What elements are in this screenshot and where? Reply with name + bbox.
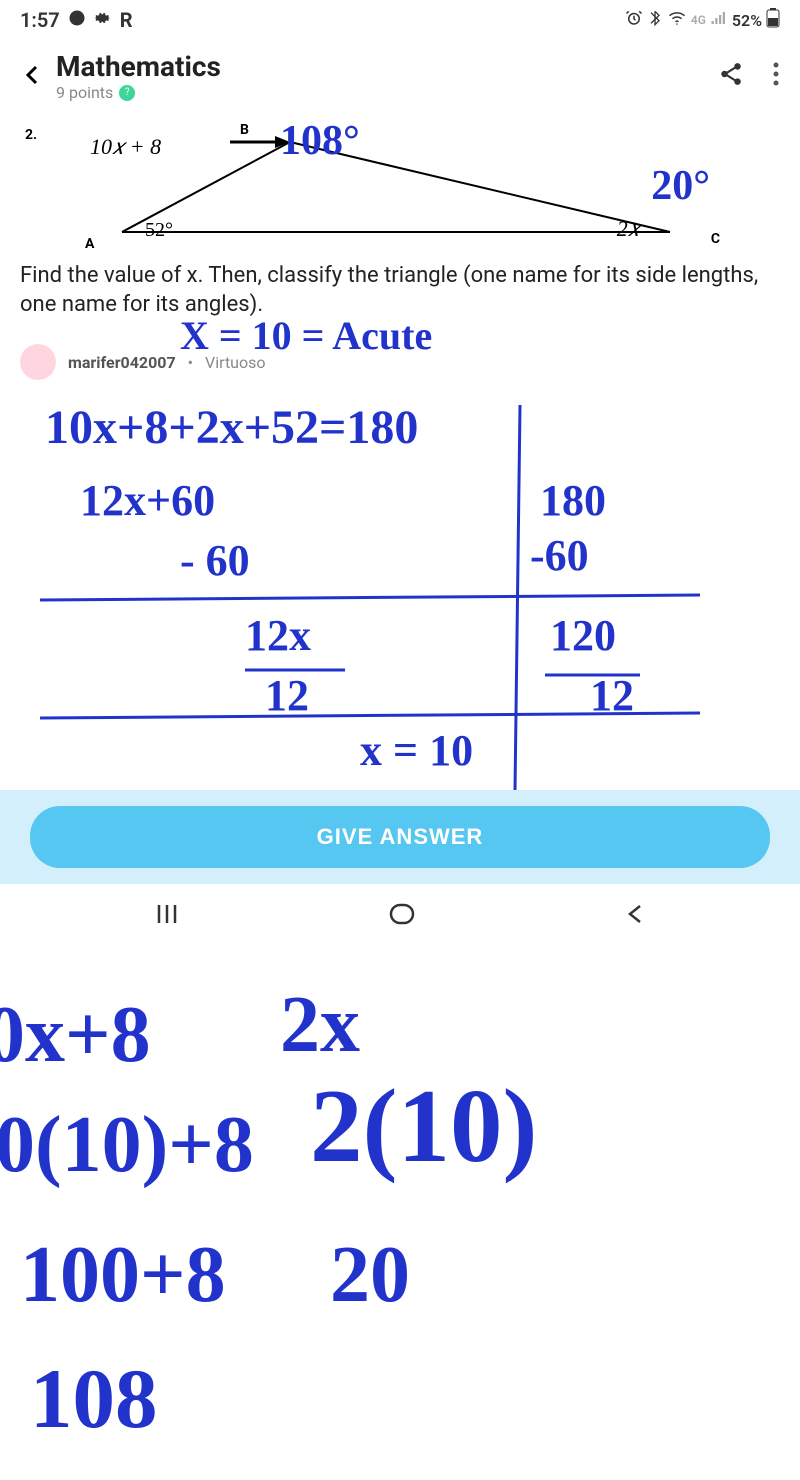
- bw-c1r1: 0x+8: [0, 990, 151, 1081]
- back-button[interactable]: [20, 57, 44, 95]
- points-label: 9 points: [56, 83, 113, 102]
- bottom-work-area: 0x+8 2x 0(10)+8 2(10) 100+8 20 108: [0, 950, 800, 1480]
- handwritten-108: 108°: [280, 117, 360, 165]
- expression-c: 2𝑥: [617, 216, 640, 242]
- give-answer-button[interactable]: GIVE ANSWER: [30, 806, 770, 868]
- vertex-c: C: [711, 231, 720, 247]
- network-type: 4G: [691, 13, 706, 27]
- bw-c1r4: 108: [30, 1350, 158, 1448]
- work-line-5b: 12: [590, 670, 634, 721]
- status-right: 4G 52%: [625, 8, 780, 32]
- app-header: Mathematics 9 points ?: [0, 40, 800, 112]
- bw-c2r2: 2(10): [310, 1065, 537, 1186]
- alarm-icon: [625, 9, 643, 31]
- back-nav-button[interactable]: [625, 902, 645, 932]
- verified-icon: ?: [119, 85, 135, 101]
- wifi-icon: [667, 9, 687, 31]
- question-area: 2. 10𝑥 + 8 B A 52° 2𝑥 C Find the value o…: [0, 112, 800, 339]
- vertex-a: A: [85, 236, 94, 252]
- spotify-icon: [68, 8, 86, 32]
- signal-icon: [710, 9, 728, 31]
- avatar: [20, 344, 56, 380]
- angle-a: 52°: [145, 219, 173, 242]
- battery-icon: [766, 8, 780, 32]
- status-time: 1:57: [20, 8, 60, 32]
- share-icon[interactable]: [718, 61, 744, 91]
- handwritten-20: 20°: [651, 162, 710, 210]
- bw-c2r3: 20: [330, 1230, 410, 1321]
- handwritten-solution: X = 10 = Acute: [180, 312, 432, 359]
- settings-small-icon: [94, 8, 112, 32]
- android-nav-bar: [0, 884, 800, 950]
- header-title-block: Mathematics 9 points ?: [56, 50, 718, 102]
- work-area: 10x+8+2x+52=180 12x+60 180 - 60 -60 12x …: [0, 395, 800, 790]
- bw-c1r2: 0(10)+8: [0, 1100, 254, 1191]
- recents-button[interactable]: [155, 902, 179, 932]
- work-line-6: x = 10: [360, 725, 473, 776]
- bw-c2r1: 2x: [280, 980, 360, 1071]
- home-button[interactable]: [389, 902, 415, 932]
- work-line-4b: 120: [550, 610, 616, 661]
- answer-bar: GIVE ANSWER: [0, 790, 800, 884]
- battery-percent: 52%: [732, 11, 762, 30]
- work-line-5a: 12: [265, 670, 309, 721]
- status-bar: 1:57 R 4G 52%: [0, 0, 800, 40]
- page-title: Mathematics: [56, 50, 718, 83]
- status-left: 1:57 R: [20, 8, 133, 32]
- bw-c1r3: 100+8: [20, 1230, 226, 1321]
- menu-dots-icon[interactable]: [772, 61, 780, 91]
- work-line-4a: 12x: [245, 610, 311, 661]
- r-icon: R: [120, 8, 133, 32]
- bluetooth-icon: [647, 9, 663, 31]
- username: marifer042007: [68, 353, 176, 372]
